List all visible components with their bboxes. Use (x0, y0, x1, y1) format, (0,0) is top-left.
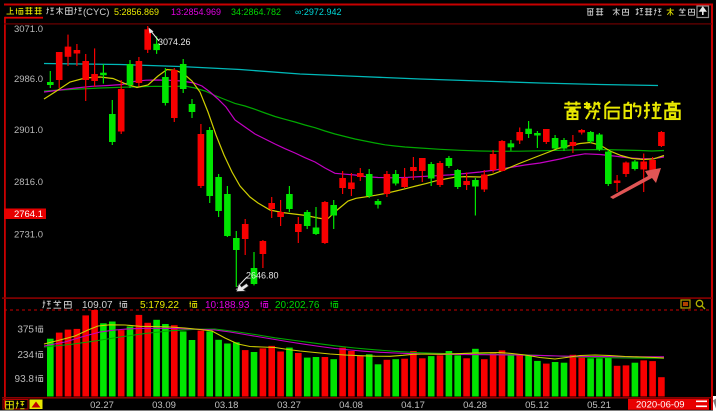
svg-text:2646.80: 2646.80 (246, 271, 279, 281)
svg-text:2816.0: 2816.0 (14, 177, 43, 188)
svg-text:3074.26: 3074.26 (158, 37, 191, 47)
svg-text:5:2856.869: 5:2856.869 (114, 7, 159, 17)
svg-text:3071.0: 3071.0 (14, 24, 43, 35)
svg-text:(CYC): (CYC) (83, 7, 109, 18)
svg-text:03.18: 03.18 (215, 400, 239, 411)
svg-text:109.07: 109.07 (82, 300, 113, 311)
svg-text:02.27: 02.27 (90, 400, 114, 411)
svg-text:10:188.93: 10:188.93 (205, 300, 250, 311)
svg-text:04.08: 04.08 (339, 400, 363, 411)
svg-text:13:2854.969: 13:2854.969 (171, 7, 221, 17)
svg-text:2901.0: 2901.0 (14, 125, 43, 136)
svg-text:2731.0: 2731.0 (14, 229, 43, 240)
svg-text:2764.1: 2764.1 (14, 209, 43, 220)
svg-text:03.09: 03.09 (152, 400, 176, 411)
svg-text:04.28: 04.28 (463, 400, 487, 411)
svg-text:34:2864.782: 34:2864.782 (231, 7, 281, 17)
svg-text:93.8: 93.8 (15, 374, 35, 385)
svg-text:05.21: 05.21 (587, 400, 611, 411)
svg-text:5:179.22: 5:179.22 (140, 300, 179, 311)
svg-text:03.27: 03.27 (277, 400, 301, 411)
svg-text:04.17: 04.17 (401, 400, 425, 411)
svg-text:234: 234 (17, 350, 34, 361)
svg-text:∞:2972.942: ∞:2972.942 (295, 7, 341, 17)
svg-text:375: 375 (17, 325, 34, 336)
svg-text:05.12: 05.12 (525, 400, 549, 411)
svg-text:2020-06-09: 2020-06-09 (636, 400, 685, 411)
svg-text:20:202.76: 20:202.76 (275, 300, 320, 311)
svg-text:2986.0: 2986.0 (14, 74, 43, 85)
